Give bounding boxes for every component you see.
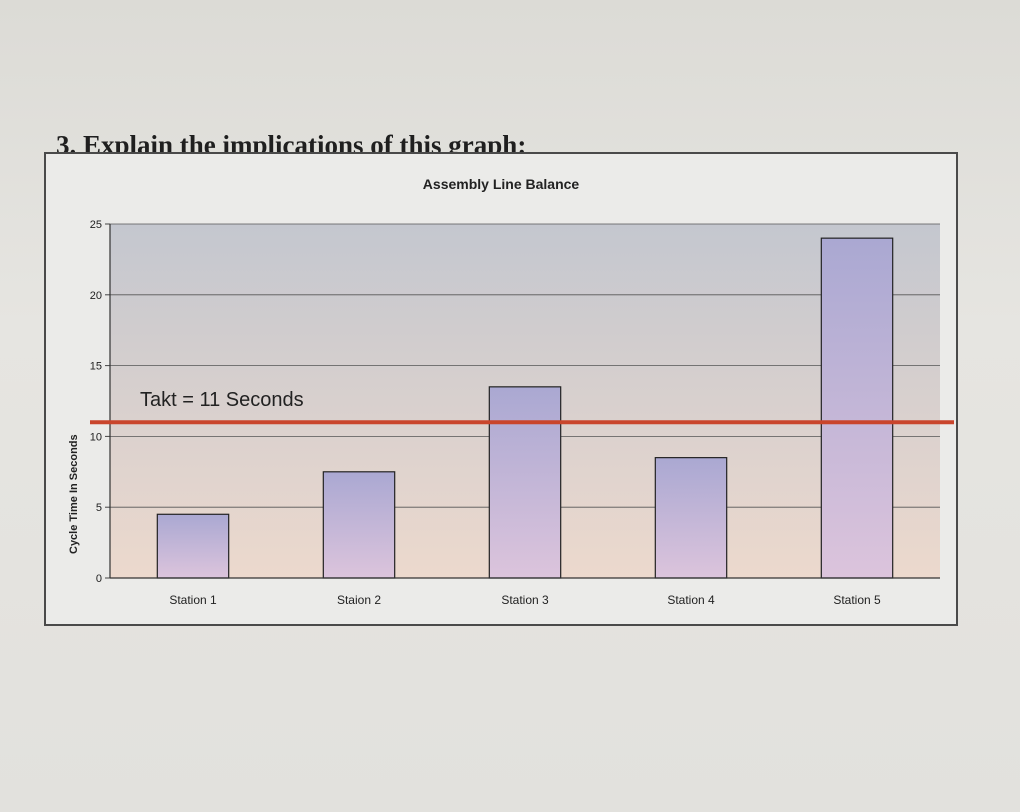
bar-3 xyxy=(488,386,562,579)
bar-1 xyxy=(156,513,230,579)
x-tick-label: Station 1 xyxy=(169,593,217,607)
x-tick-label: Staion 2 xyxy=(337,593,381,607)
y-tick-label: 0 xyxy=(96,573,102,585)
y-tick-label: 25 xyxy=(90,219,102,231)
y-tick-label: 20 xyxy=(90,290,102,302)
x-tick-label: Station 4 xyxy=(667,593,715,607)
y-tick-label: 5 xyxy=(96,502,102,514)
bar-5 xyxy=(820,237,894,579)
takt-annotation: Takt = 11 Seconds xyxy=(140,389,304,411)
y-tick-label: 15 xyxy=(90,361,102,373)
x-tick-label: Station 3 xyxy=(501,593,549,607)
chart-title: Assembly Line Balance xyxy=(422,176,580,192)
x-tick-label: Station 5 xyxy=(833,593,881,607)
y-tick-label: 10 xyxy=(90,431,102,443)
bar-chart-plot: 0 5 10 15 20 25 Station 1 Staion 2 Station 3 Stat… xyxy=(90,219,954,607)
chart-frame: Assembly Line Balance Cycle Time In Seco… xyxy=(44,152,958,626)
bar-2 xyxy=(322,471,396,579)
bar-4 xyxy=(654,457,728,579)
